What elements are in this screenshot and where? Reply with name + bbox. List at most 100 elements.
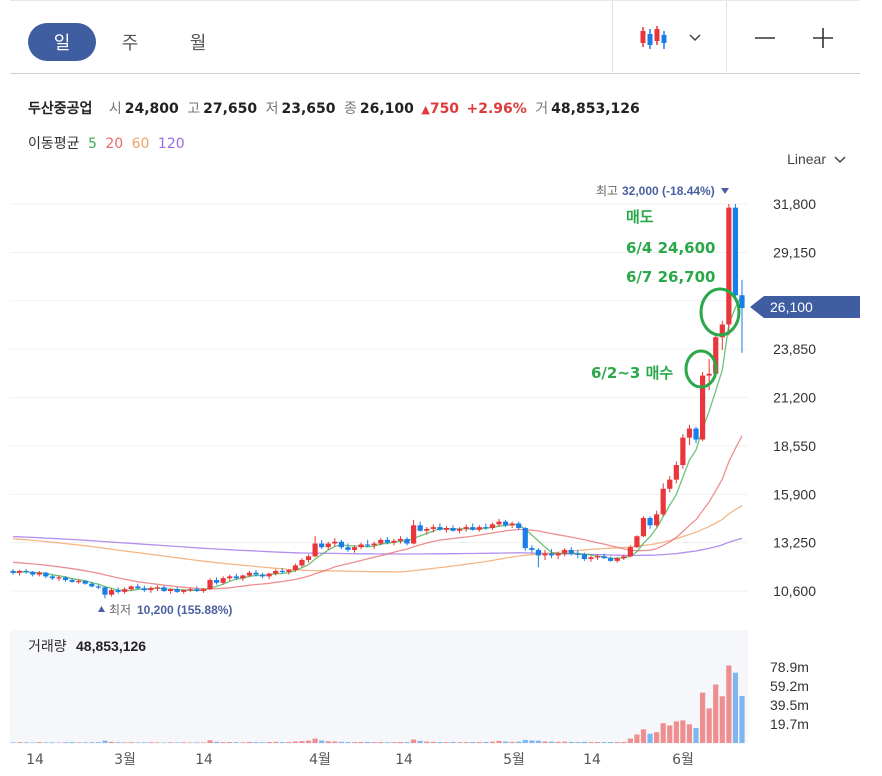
volume-bar bbox=[673, 721, 679, 743]
candle bbox=[660, 488, 666, 515]
candle bbox=[325, 543, 331, 548]
tab-monthly[interactable]: 월 bbox=[189, 33, 207, 54]
candle bbox=[108, 590, 115, 595]
volume-bar bbox=[76, 742, 82, 743]
candle bbox=[693, 428, 699, 440]
candle bbox=[16, 570, 23, 573]
volume-bar bbox=[732, 672, 739, 743]
stock-name: 두산중공업 bbox=[28, 101, 93, 117]
candle bbox=[371, 543, 377, 546]
volume-bar bbox=[719, 696, 725, 743]
candle bbox=[227, 576, 233, 579]
volume-bar bbox=[713, 684, 719, 743]
volume-bar bbox=[555, 741, 561, 743]
open-value: 24,800 bbox=[124, 101, 179, 117]
volume-bar bbox=[397, 742, 404, 743]
candle bbox=[233, 576, 239, 579]
volume-bar bbox=[312, 738, 318, 743]
tab-daily[interactable]: 일 bbox=[28, 23, 96, 61]
x-tick-label: 14 bbox=[26, 752, 44, 768]
volume-value: 48,853,126 bbox=[76, 638, 146, 654]
volume-bar bbox=[443, 742, 450, 743]
volume-bar bbox=[194, 742, 200, 743]
candle bbox=[154, 587, 161, 589]
zoom-in-icon[interactable] bbox=[811, 26, 835, 50]
candle bbox=[187, 589, 193, 591]
volume-bar bbox=[516, 741, 522, 743]
volume-bar bbox=[660, 723, 666, 743]
ma-5: 5 bbox=[87, 136, 97, 152]
candle bbox=[168, 589, 174, 591]
volume-label: 거 bbox=[535, 101, 549, 117]
volume-bar bbox=[253, 742, 259, 743]
volume-bar bbox=[548, 741, 555, 743]
candle bbox=[292, 565, 299, 571]
price-summary: 두산중공업 시 24,800 고 27,650 저 23,650 종 26,100 ▲7… bbox=[28, 98, 640, 118]
candle bbox=[95, 586, 101, 588]
close-label: 종 bbox=[343, 101, 357, 117]
candle bbox=[200, 589, 207, 591]
candle bbox=[122, 589, 128, 592]
candle bbox=[89, 583, 95, 587]
candle bbox=[358, 544, 364, 548]
volume-bar bbox=[470, 742, 476, 743]
volume-bar bbox=[49, 742, 56, 743]
volume-bar bbox=[43, 742, 49, 743]
volume-bar bbox=[227, 742, 233, 743]
scale-selector[interactable]: Linear bbox=[787, 151, 846, 167]
candle bbox=[548, 553, 555, 556]
volume-bar bbox=[601, 742, 607, 743]
candle bbox=[76, 580, 82, 583]
volume-bar bbox=[483, 741, 489, 743]
candle bbox=[82, 580, 88, 584]
candle bbox=[621, 556, 627, 559]
volume-bar bbox=[233, 742, 239, 743]
candle bbox=[174, 589, 180, 592]
volume-bar bbox=[115, 742, 121, 743]
ma-120-line bbox=[12, 535, 743, 557]
high-value: 27,650 bbox=[203, 101, 258, 117]
period-tabs: 일 주 월 bbox=[28, 23, 232, 61]
volume-bar bbox=[654, 732, 660, 743]
zoom-out-icon[interactable] bbox=[753, 26, 777, 50]
volume-bar bbox=[358, 742, 364, 743]
candle bbox=[246, 572, 253, 576]
volume-pane-bg bbox=[10, 630, 748, 744]
candle bbox=[654, 514, 660, 526]
volume-bar bbox=[535, 740, 542, 743]
candle bbox=[516, 523, 522, 529]
volume-bar bbox=[69, 742, 75, 743]
candle bbox=[181, 590, 187, 592]
volume-bar bbox=[62, 742, 69, 743]
candle bbox=[417, 525, 423, 531]
volume-bar bbox=[325, 741, 331, 743]
chart-type-selector[interactable] bbox=[612, 1, 726, 74]
volume-bar bbox=[706, 708, 712, 743]
candle bbox=[30, 571, 36, 575]
volume-bar bbox=[509, 741, 515, 743]
chevron-down-icon[interactable] bbox=[688, 33, 701, 42]
tab-weekly[interactable]: 주 bbox=[121, 33, 139, 54]
volume-bar bbox=[640, 729, 647, 743]
volume-bar bbox=[627, 738, 633, 743]
price-tick-label: 21,200 bbox=[773, 390, 816, 406]
candle bbox=[148, 588, 154, 591]
candle bbox=[135, 586, 141, 589]
candle bbox=[351, 547, 358, 550]
volume-label: 거래량 bbox=[28, 639, 67, 655]
candle bbox=[437, 527, 443, 530]
candle bbox=[384, 539, 390, 543]
open-label: 시 bbox=[108, 101, 122, 117]
volume-bar bbox=[365, 741, 371, 743]
ma-60-line bbox=[12, 505, 743, 573]
price-tick-label: 18,550 bbox=[773, 438, 816, 454]
candle bbox=[608, 558, 614, 561]
low-marker-value: 10,200 (155.88%) bbox=[137, 603, 232, 617]
candle bbox=[496, 521, 502, 525]
candle bbox=[732, 207, 739, 296]
toolbar-right bbox=[612, 1, 860, 74]
candle bbox=[253, 572, 259, 575]
candle bbox=[332, 541, 338, 544]
zoom-controls bbox=[726, 1, 860, 74]
